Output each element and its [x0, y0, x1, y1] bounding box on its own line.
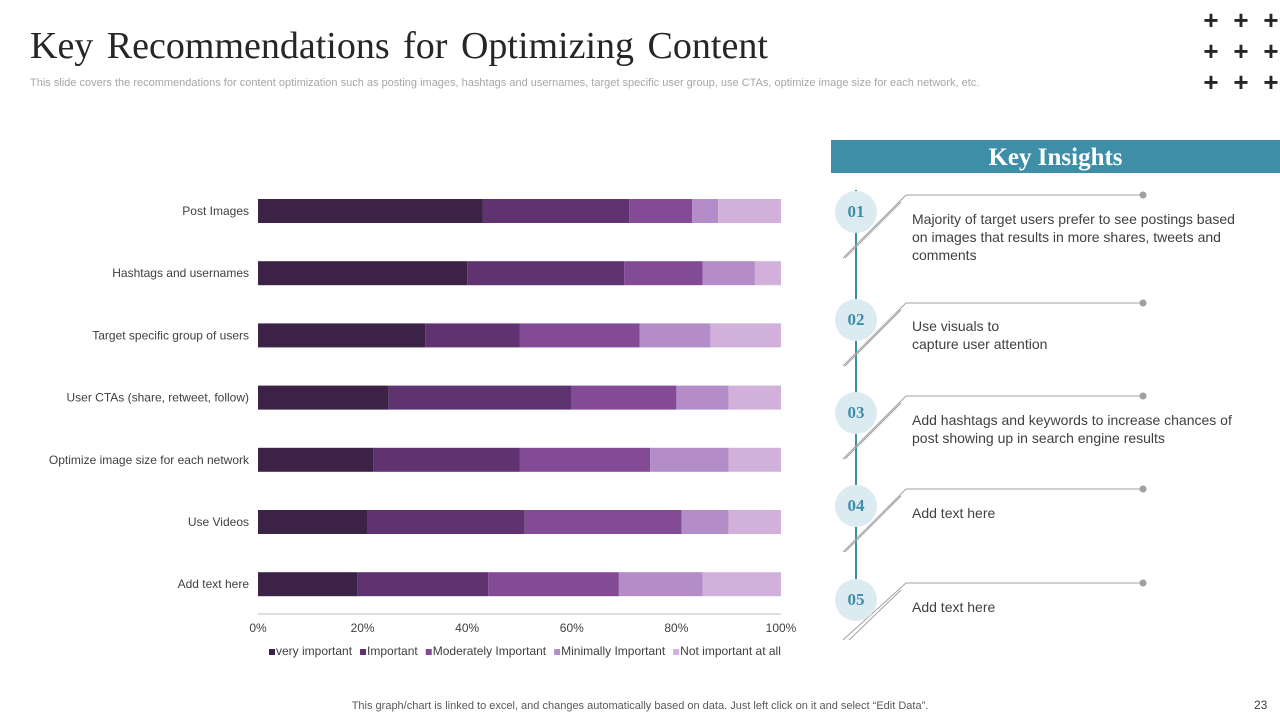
bar-post-images-minimally-important: [692, 199, 719, 223]
bar-use-videos-minimally-important: [681, 510, 729, 534]
bar-add-text-here-minimally-important: [618, 572, 703, 597]
bar-user-ctas-share-retweet-follow-very-important: [258, 385, 389, 410]
x-tick-label: 100%: [766, 621, 797, 635]
bar-hashtags-and-usernames-minimally-important: [702, 261, 755, 286]
legend-label-moderately-important: Moderately Important: [433, 644, 547, 658]
legend-swatch-very-important: [269, 649, 275, 655]
insights-title: Key Insights: [831, 140, 1280, 173]
bar-post-images-important: [482, 199, 630, 223]
bar-hashtags-and-usernames-very-important: [258, 261, 468, 286]
bar-target-specific-group-of-users-important: [425, 323, 520, 348]
insight-item-1: 01 Majority of target users prefer to se…: [831, 190, 1280, 263]
page-number: 23: [1254, 698, 1268, 712]
x-tick-label: 0%: [249, 621, 267, 635]
insight-number-badge: 02: [835, 299, 877, 341]
plus-icon: +: [1233, 67, 1249, 97]
plus-icon: +: [1263, 5, 1279, 35]
footer-note: This graph/chart is linked to excel, and…: [351, 700, 929, 712]
plus-icon: +: [1233, 5, 1249, 35]
page-title: Key Recommendations for Optimizing Conte…: [30, 25, 768, 67]
category-label: Hashtags and usernames: [112, 266, 249, 280]
stacked-bar-chart[interactable]: Post Images Hashtags and usernames Target …: [0, 150, 810, 670]
bar-use-videos-not-important-at-all: [728, 510, 781, 534]
plus-icon: +: [1263, 67, 1279, 97]
page-subtitle: This slide covers the recommendations fo…: [30, 77, 980, 89]
insight-number-badge: 04: [835, 485, 877, 527]
insight-text: Add hashtags and keywords to increase ch…: [912, 412, 1232, 446]
bar-add-text-here-moderately-important: [488, 572, 619, 597]
insight-number-badge: 03: [835, 392, 877, 434]
insight-number-badge: 05: [835, 579, 877, 621]
insight-item-4: 04 Add text here: [831, 484, 1280, 554]
category-label: User CTAs (share, retweet, follow): [67, 391, 250, 405]
insight-text: Add text here: [912, 505, 996, 521]
plus-icon: +: [1263, 36, 1279, 66]
bar-hashtags-and-usernames-moderately-important: [624, 261, 703, 286]
legend-label-not-important-at-all: Not important at all: [680, 644, 781, 658]
insight-item-5: 05 Add text here: [831, 578, 1280, 648]
category-label: Optimize image size for each network: [49, 453, 250, 467]
legend-swatch-important: [360, 649, 367, 655]
insight-number-badge: 01: [835, 191, 877, 233]
connector-lines: [842, 392, 1147, 460]
bar-use-videos-very-important: [258, 510, 368, 534]
bar-optimize-image-size-for-each-network-minimally-important: [650, 447, 729, 472]
bar-optimize-image-size-for-each-network-moderately-important: [519, 447, 651, 472]
connector-lines: [842, 485, 1147, 553]
bar-user-ctas-share-retweet-follow-moderately-important: [571, 385, 677, 410]
insight-item-2: 02 Use visuals to capture user attention: [831, 298, 1280, 368]
category-label: Target specific group of users: [92, 328, 249, 342]
bar-add-text-here-not-important-at-all: [702, 572, 781, 597]
category-label: Post Images: [182, 204, 249, 218]
connector-lines: [842, 299, 1147, 367]
category-label: Add text here: [178, 577, 250, 591]
x-tick-label: 40%: [455, 621, 479, 635]
insight-text: Use visuals to capture user attention: [912, 318, 1048, 352]
connector-lines: [842, 191, 1147, 259]
plus-icon: +: [1203, 67, 1219, 97]
legend-swatch-not-important-at-all: [673, 649, 680, 655]
bar-post-images-very-important: [258, 199, 483, 223]
insight-text: Majority of target users prefer to see p…: [912, 211, 1235, 263]
plus-decoration: + + + + + + + + +: [1196, 6, 1280, 97]
bar-target-specific-group-of-users-very-important: [258, 323, 426, 348]
bar-use-videos-important: [367, 510, 525, 534]
legend-swatch-moderately-important: [425, 649, 432, 655]
bar-use-videos-moderately-important: [524, 510, 682, 534]
bar-post-images-not-important-at-all: [718, 199, 781, 223]
plus-icon: +: [1233, 36, 1249, 66]
connector-lines: [842, 579, 1147, 641]
bar-add-text-here-very-important: [258, 572, 358, 597]
bar-user-ctas-share-retweet-follow-important: [388, 385, 572, 410]
legend-label-very-important: very important: [276, 644, 353, 658]
bar-optimize-image-size-for-each-network-not-important-at-all: [728, 447, 781, 472]
insight-text: Add text here: [912, 599, 996, 615]
bar-hashtags-and-usernames-important: [467, 261, 625, 286]
bar-target-specific-group-of-users-not-important-at-all: [710, 323, 781, 348]
bar-optimize-image-size-for-each-network-important: [373, 447, 520, 472]
plus-icon: +: [1203, 36, 1219, 66]
legend-label-important: Important: [367, 644, 418, 658]
x-tick-label: 60%: [560, 621, 584, 635]
insight-item-3: 03 Add hashtags and keywords to increase…: [831, 391, 1280, 461]
bar-add-text-here-important: [357, 572, 489, 597]
x-tick-label: 80%: [664, 621, 688, 635]
category-label: Use Videos: [188, 515, 249, 529]
bar-target-specific-group-of-users-moderately-important: [519, 323, 640, 348]
bar-user-ctas-share-retweet-follow-not-important-at-all: [728, 385, 781, 410]
bar-user-ctas-share-retweet-follow-minimally-important: [676, 385, 729, 410]
legend-swatch-minimally-important: [554, 649, 561, 655]
bar-optimize-image-size-for-each-network-very-important: [258, 447, 374, 472]
bar-target-specific-group-of-users-minimally-important: [639, 323, 711, 348]
x-tick-label: 20%: [351, 621, 375, 635]
legend-label-minimally-important: Minimally Important: [561, 644, 666, 658]
plus-icon: +: [1203, 5, 1219, 35]
bar-post-images-moderately-important: [629, 199, 693, 223]
bar-hashtags-and-usernames-not-important-at-all: [754, 261, 781, 286]
